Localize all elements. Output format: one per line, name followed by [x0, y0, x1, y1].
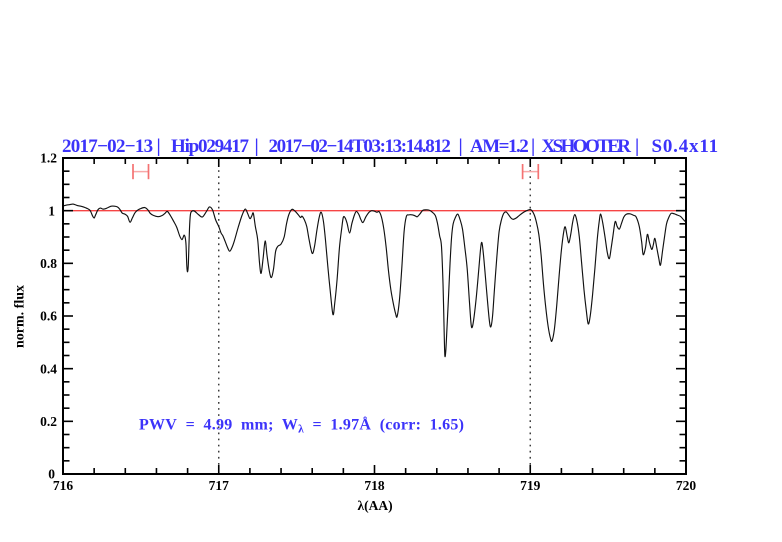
svg-text:716: 716 — [53, 478, 74, 493]
svg-text:0.8: 0.8 — [40, 256, 57, 271]
svg-text:0.6: 0.6 — [40, 309, 57, 324]
svg-text:1.2: 1.2 — [40, 151, 57, 166]
svg-text:717: 717 — [209, 478, 230, 493]
svg-text:PWV = 4.99 mm; Wλ = 1.97: PWV = 4.99 mm; Wλ = 1.97Å (corr: 1.65) — [139, 416, 464, 436]
svg-text:718: 718 — [364, 478, 385, 493]
svg-text:1: 1 — [48, 203, 55, 218]
svg-text:0: 0 — [48, 467, 55, 482]
svg-text:0.4: 0.4 — [40, 361, 57, 376]
svg-text:719: 719 — [520, 478, 541, 493]
svg-text:2017−02−13|Hip029417|2017−02−1: 2017−02−13 | Hip029417 | 2017−02−14T03:13:14… — [62, 136, 719, 157]
svg-text:720: 720 — [676, 478, 697, 493]
svg-text:0.2: 0.2 — [40, 414, 57, 429]
svg-text:norm. flux: norm. flux — [13, 285, 28, 348]
svg-text:λ(AA): λ(AA) — [357, 498, 392, 513]
